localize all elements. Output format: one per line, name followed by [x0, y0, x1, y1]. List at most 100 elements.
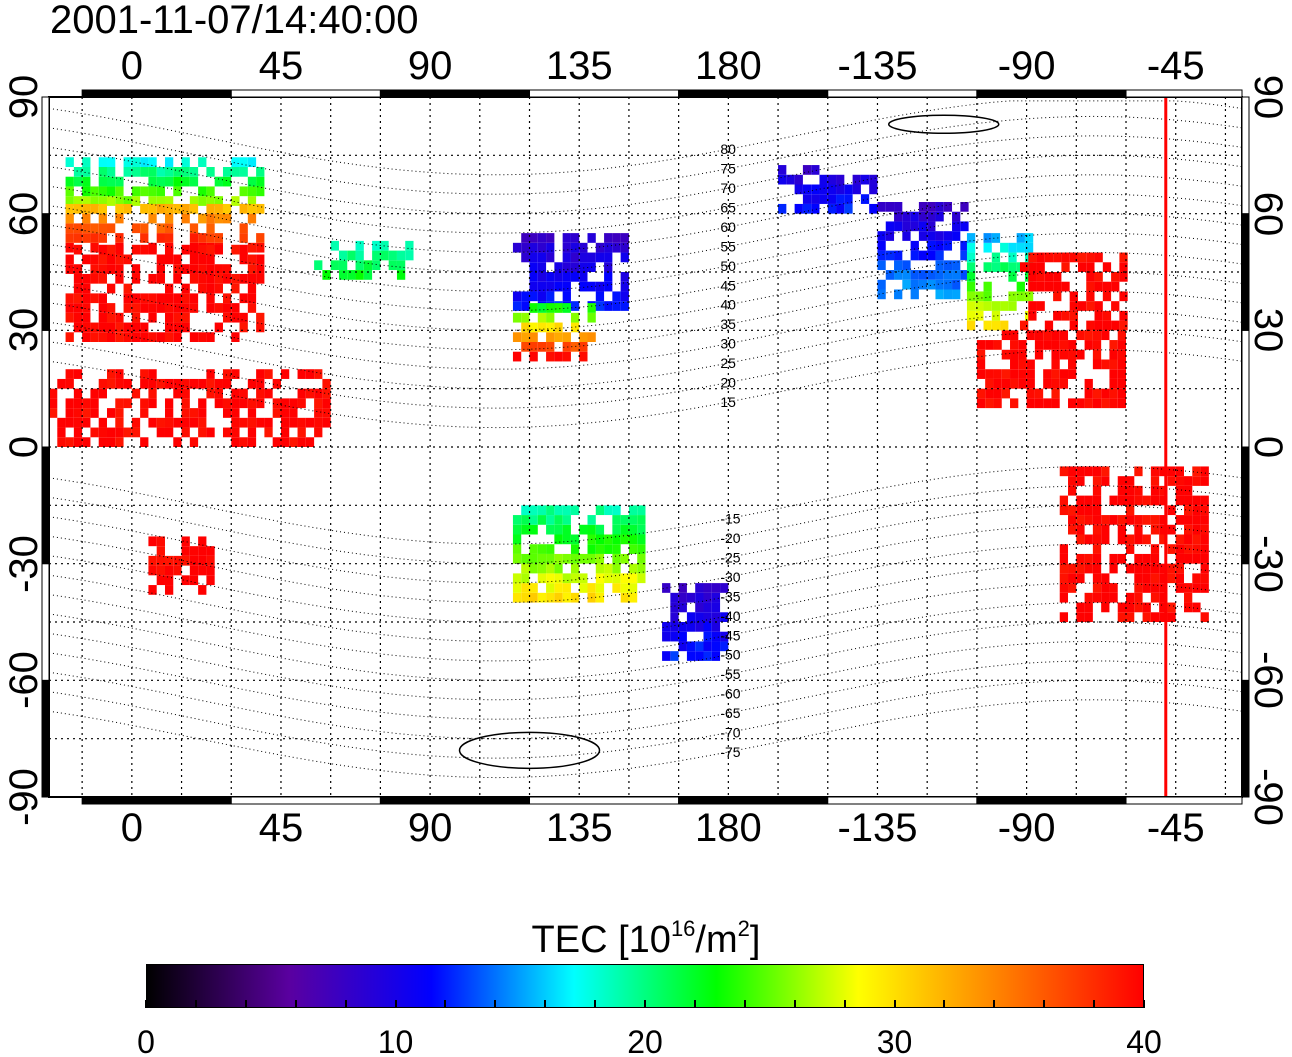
tec-cell: [1117, 330, 1127, 341]
tec-cell: [546, 332, 555, 342]
tec-cell: [587, 303, 596, 313]
tec-cell: [1175, 534, 1185, 545]
tec-cell: [670, 612, 679, 622]
tec-cell: [595, 563, 605, 574]
tec-cell: [247, 408, 257, 418]
tec-cell: [570, 252, 580, 263]
tec-cell: [156, 417, 165, 428]
tec-cell: [247, 203, 257, 214]
magnetic-latitude-label: 80: [720, 141, 736, 157]
tec-cell: [231, 398, 240, 409]
tec-cell: [529, 322, 538, 333]
tec-cell: [620, 553, 629, 564]
tec-cell: [537, 233, 547, 243]
tec-cell: [885, 270, 895, 280]
tec-cell: [106, 283, 116, 294]
tec-cell: [991, 262, 1001, 272]
tec-cell: [991, 320, 1001, 331]
tec-cell: [802, 165, 812, 175]
tec-cell: [1010, 378, 1019, 389]
tec-cell: [1159, 534, 1168, 545]
tec-cell: [140, 223, 149, 234]
lon-top-label: 45: [258, 44, 304, 88]
tec-cell: [1134, 573, 1143, 584]
tec-cell: [546, 291, 555, 302]
tec-cell: [140, 332, 149, 342]
tec-cell: [115, 264, 124, 274]
tec-cell: [703, 622, 712, 632]
tec-cell: [198, 332, 207, 342]
tec-cell: [181, 536, 190, 547]
tec-cell: [1044, 281, 1054, 292]
tec-cell: [1028, 262, 1037, 272]
tec-cell: [1092, 583, 1102, 593]
tec-cell: [1126, 612, 1135, 622]
tec-cell: [1051, 398, 1060, 409]
tec-cell: [98, 223, 107, 234]
tec-cell: [778, 174, 787, 185]
tec-cell: [1092, 505, 1102, 516]
tec-cell: [115, 186, 124, 197]
tec-cell: [189, 273, 199, 284]
tec-cell: [181, 546, 190, 556]
tec-cell: [1053, 291, 1062, 302]
tec-cell: [256, 273, 265, 284]
tec-cell: [1008, 252, 1017, 263]
tec-cell: [82, 157, 91, 167]
tec-cell: [388, 250, 397, 261]
tec-cell: [570, 563, 580, 574]
tec-cell: [612, 563, 621, 574]
tec-cell: [388, 260, 397, 271]
magnetic-latitude-label: -55: [720, 666, 740, 682]
tec-cell: [297, 369, 306, 379]
tec-cell: [1200, 505, 1209, 516]
tec-cell: [239, 157, 248, 167]
tec-cell: [164, 203, 174, 214]
tec-cell: [1086, 252, 1095, 263]
tec-cell: [662, 631, 671, 642]
tec-cell: [289, 437, 298, 447]
tec-cell: [1059, 349, 1069, 360]
tec-cell: [148, 398, 157, 409]
tec-cell: [82, 417, 91, 428]
bottom-frame-bar: [1125, 796, 1243, 805]
tec-cell: [975, 291, 984, 302]
tec-cell: [280, 408, 290, 418]
tec-cell: [877, 279, 886, 290]
tec-cell: [256, 388, 265, 399]
tec-cell: [82, 167, 91, 177]
tec-cell: [206, 273, 215, 284]
tec-cell: [164, 254, 174, 265]
tec-cell: [910, 279, 919, 290]
tec-cell: [1184, 583, 1193, 593]
tec-cell: [82, 223, 91, 234]
tec-cell: [1117, 359, 1127, 370]
tec-cell: [1192, 524, 1201, 535]
tec-cell: [1117, 340, 1127, 350]
tec-cell: [562, 583, 571, 593]
tec-cell: [587, 524, 596, 535]
tec-cell: [314, 369, 323, 379]
tec-cell: [918, 211, 928, 222]
tec-cell: [537, 272, 547, 282]
tec-cell: [1117, 476, 1127, 486]
lon-top-label: -45: [1146, 44, 1205, 88]
tec-cell: [247, 378, 257, 389]
tec-cell: [637, 505, 646, 516]
tec-cell: [695, 583, 704, 593]
tec-cell: [1192, 553, 1201, 564]
tec-cell: [1034, 349, 1044, 360]
tec-cell: [852, 174, 861, 185]
tec-cell: [894, 221, 903, 232]
tec-cell: [140, 167, 149, 177]
tec-cell: [1068, 563, 1077, 574]
tec-cell: [189, 408, 199, 418]
magnetic-latitude-label: 45: [720, 277, 736, 293]
magnetic-latitude-label: -65: [720, 705, 740, 721]
tec-cell: [1092, 476, 1102, 486]
tec-cell: [1159, 592, 1168, 603]
tec-cell: [554, 592, 563, 603]
tec-cell: [256, 378, 265, 389]
tec-cell: [1150, 583, 1160, 593]
tec-cell: [1001, 349, 1011, 360]
